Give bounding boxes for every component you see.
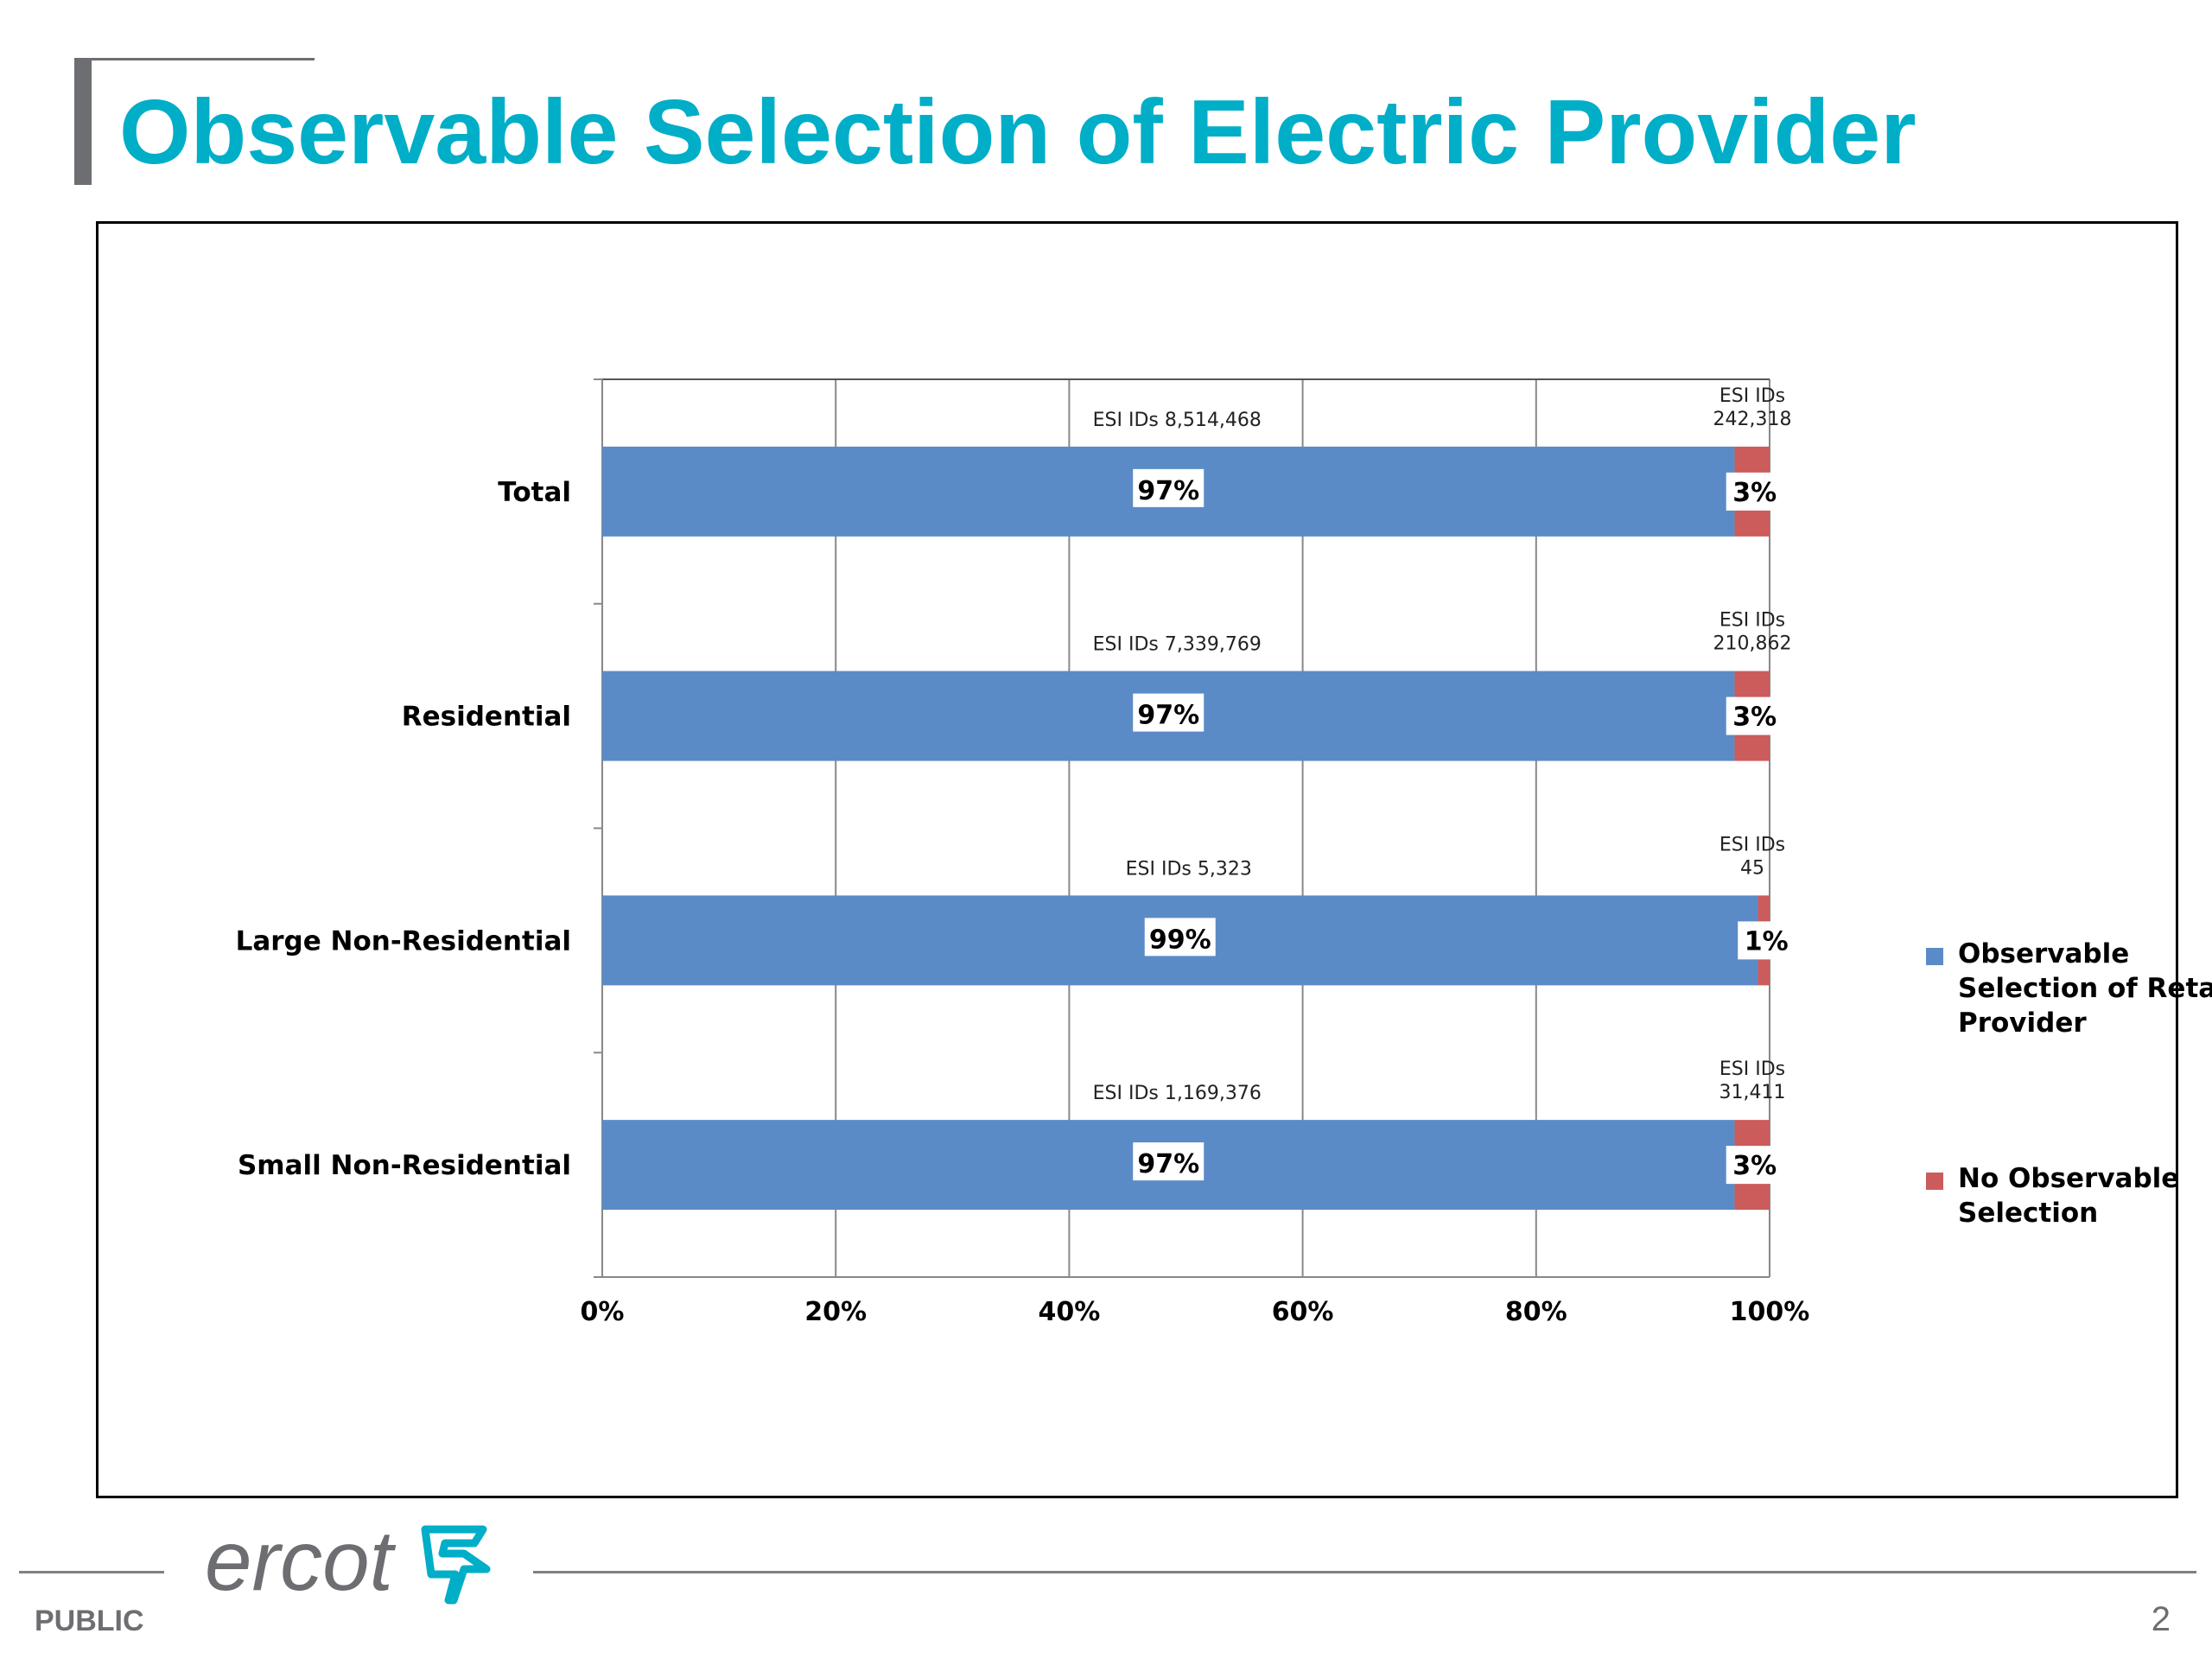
- data-label-box: [1726, 696, 1783, 735]
- legend-label-no-observable: No Observable Selection: [1958, 1163, 2180, 1229]
- data-label-box: [1133, 1142, 1205, 1181]
- data-label-box: [1726, 472, 1783, 511]
- logo-bolt-icon: [421, 1525, 491, 1605]
- data-label-no-observable: 3%: [1732, 478, 1777, 508]
- x-tick-label: 60%: [1272, 1297, 1334, 1327]
- data-label-box: [1738, 921, 1796, 960]
- legend-item-observable: Observable Selection of Retail Provider: [1926, 937, 2212, 1040]
- annotation-observable: ESI IDs 5,323: [1126, 858, 1252, 880]
- chart-frame: 0% 20% 40% 60% 80% 100% Total 97% 3% ESI IDs 8,51…: [96, 221, 2212, 1498]
- legend-swatch-observable: [1926, 948, 1943, 965]
- data-label-no-observable: 3%: [1732, 1151, 1777, 1181]
- legend-label-observable: Observable Selection of Retail Provider: [1958, 938, 2212, 1039]
- data-label-box: [1144, 918, 1216, 957]
- category-label: Small Non-Residential: [238, 1150, 571, 1181]
- page-number: 2: [2151, 1600, 2171, 1638]
- legend-item-no-observable: No Observable Selection: [1926, 1161, 2212, 1230]
- category-label: Large Non-Residential: [236, 925, 571, 957]
- data-label-observable: 97%: [1137, 701, 1199, 731]
- title-accent-line: [74, 58, 315, 60]
- annotation-no-observable: ESI IDs: [1719, 834, 1785, 855]
- logo-wordmark: ercot: [205, 1519, 397, 1608]
- annotation-no-observable: ESI IDs: [1719, 610, 1785, 632]
- category-label: Residential: [402, 702, 571, 733]
- category-label: Total: [498, 477, 571, 508]
- data-label-box: [1133, 468, 1205, 507]
- annotation-no-observable: 242,318: [1713, 409, 1792, 430]
- data-label-observable: 99%: [1149, 925, 1211, 955]
- classification-label: PUBLIC: [35, 1605, 144, 1637]
- footer-divider-right: [533, 1571, 2196, 1573]
- annotation-no-observable: 45: [1740, 857, 1764, 879]
- ercot-logo: ercot: [205, 1519, 491, 1608]
- x-tick-label: 40%: [1038, 1297, 1100, 1327]
- data-label-observable: 97%: [1137, 1149, 1199, 1179]
- annotation-observable: ESI IDs 8,514,468: [1093, 410, 1262, 431]
- annotation-observable: ESI IDs 1,169,376: [1093, 1083, 1262, 1104]
- x-tick-label: 0%: [581, 1297, 625, 1327]
- annotation-no-observable: ESI IDs: [1719, 385, 1785, 407]
- footer-divider-left: [19, 1571, 164, 1573]
- annotation-no-observable: ESI IDs: [1719, 1058, 1785, 1080]
- legend-swatch-no-observable: [1926, 1173, 1943, 1190]
- x-tick-label: 80%: [1505, 1297, 1567, 1327]
- x-tick-label: 100%: [1730, 1297, 1810, 1327]
- data-label-box: [1133, 693, 1205, 732]
- data-label-no-observable: 3%: [1732, 702, 1777, 733]
- data-label-observable: 97%: [1137, 476, 1199, 506]
- data-label-no-observable: 1%: [1745, 926, 1789, 957]
- chart-legend: Observable Selection of Retail Provider …: [1926, 937, 2212, 1230]
- page-title: Observable Selection of Electric Provide…: [119, 81, 1916, 183]
- bar-chart: 0% 20% 40% 60% 80% 100% Total 97% 3% ESI IDs 8,51…: [236, 378, 1810, 1327]
- title-accent-bar: [74, 58, 92, 185]
- annotation-observable: ESI IDs 7,339,769: [1093, 634, 1262, 656]
- data-label-box: [1726, 1146, 1783, 1185]
- x-tick-label: 20%: [804, 1297, 867, 1327]
- annotation-no-observable: 210,862: [1713, 633, 1792, 655]
- annotation-no-observable: 31,411: [1719, 1082, 1786, 1103]
